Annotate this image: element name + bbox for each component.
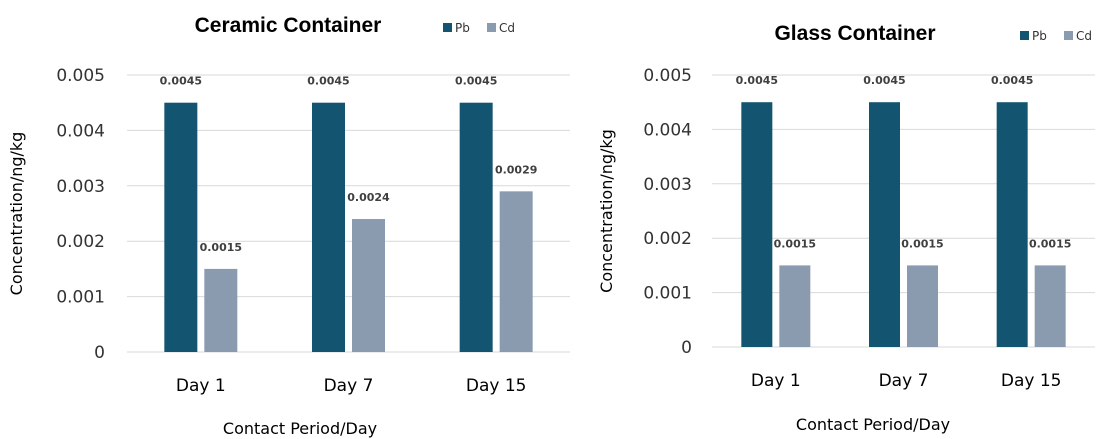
legend-label-cd: Cd xyxy=(1076,29,1092,43)
data-label: 0.0015 xyxy=(901,237,943,250)
y-tick-label: 0.005 xyxy=(56,66,105,86)
y-tick-label: 0 xyxy=(681,338,692,358)
x-tick-label: Day 15 xyxy=(1001,371,1062,391)
bar-pb-day-15 xyxy=(459,102,493,352)
bar-pb-day-1 xyxy=(164,102,198,352)
y-tick-label: 0.003 xyxy=(643,175,692,195)
chart-title: Glass Container xyxy=(774,22,935,45)
y-tick-label: 0.001 xyxy=(56,288,105,308)
bar-cd-day-1 xyxy=(204,268,238,352)
x-tick-label: Day 7 xyxy=(324,376,374,396)
legend-swatch-cd xyxy=(1064,31,1073,40)
x-tick-label: Day 1 xyxy=(176,376,226,396)
y-tick-label: 0.005 xyxy=(643,66,692,86)
x-tick-label: Day 1 xyxy=(751,371,801,391)
bar-cd-day-7 xyxy=(352,219,385,352)
bar-pb-day-7 xyxy=(312,102,345,352)
y-tick-label: 0.002 xyxy=(643,229,692,249)
bar-cd-day-1 xyxy=(779,265,811,347)
data-label: 0.0045 xyxy=(455,75,497,88)
x-tick-label: Day 15 xyxy=(466,376,527,396)
data-label: 0.0045 xyxy=(991,74,1033,87)
data-label: 0.0024 xyxy=(347,191,390,204)
bar-cd-day-15 xyxy=(1034,265,1066,347)
legend-label-cd: Cd xyxy=(499,21,515,35)
x-tick-label: Day 7 xyxy=(879,371,929,391)
legend-swatch-pb xyxy=(443,23,452,32)
y-tick-label: 0.003 xyxy=(56,177,105,197)
bar-cd-day-7 xyxy=(907,265,938,347)
y-tick-label: 0.004 xyxy=(56,121,105,141)
x-axis-title: Contact Period/Day xyxy=(796,415,950,434)
data-label: 0.0045 xyxy=(736,74,778,87)
data-label: 0.0015 xyxy=(200,241,242,254)
data-label: 0.0045 xyxy=(307,75,349,88)
y-tick-label: 0 xyxy=(94,343,105,363)
data-label: 0.0015 xyxy=(774,237,816,250)
data-label: 0.0045 xyxy=(160,75,202,88)
x-axis-title: Contact Period/Day xyxy=(223,419,377,438)
y-axis-title: Concentration/ng/kg xyxy=(7,132,26,296)
legend-label-pb: Pb xyxy=(455,21,470,35)
bar-pb-day-7 xyxy=(869,102,900,347)
glass-chart: Glass Container Pb Cd 0 0.001 0.002 0.003 0.004… xyxy=(597,22,1095,434)
data-label: 0.0045 xyxy=(863,74,905,87)
data-label: 0.0015 xyxy=(1029,237,1071,250)
ceramic-chart: Ceramic Container Pb Cd 0 0.001 0.002 0.003 0.0… xyxy=(7,14,570,438)
y-tick-label: 0.002 xyxy=(56,232,105,252)
legend-swatch-pb xyxy=(1020,31,1029,40)
legend-swatch-cd xyxy=(487,23,496,32)
bar-pb-day-15 xyxy=(996,102,1028,347)
y-axis-title: Concentration/ng/kg xyxy=(597,129,616,293)
legend-label-pb: Pb xyxy=(1032,29,1047,43)
y-tick-label: 0.001 xyxy=(643,284,692,304)
y-tick-label: 0.004 xyxy=(643,120,692,140)
bar-cd-day-15 xyxy=(499,191,533,352)
data-label: 0.0029 xyxy=(495,163,537,176)
chart-title: Ceramic Container xyxy=(195,14,382,37)
bar-pb-day-1 xyxy=(741,102,773,347)
